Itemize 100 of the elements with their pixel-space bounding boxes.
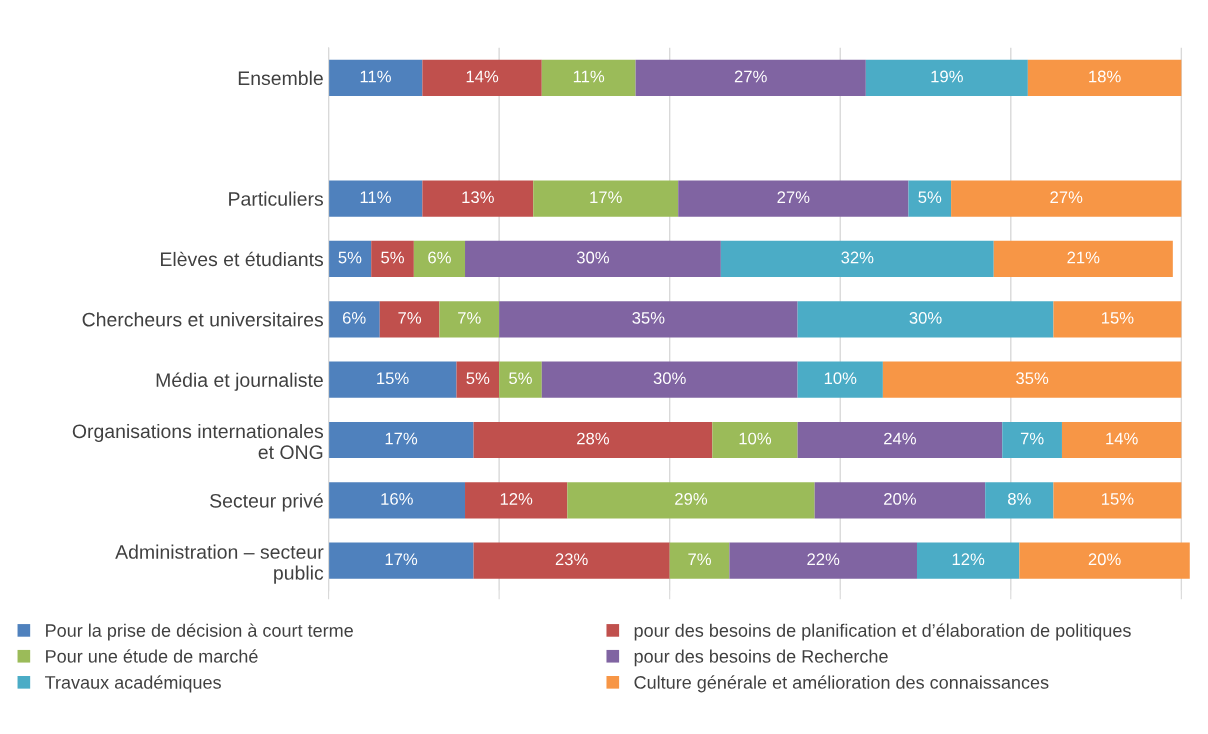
- data-label: 5%: [338, 251, 362, 264]
- y-tick-label: Média et journaliste: [156, 372, 323, 391]
- legend-label: Travaux académiques: [45, 675, 221, 693]
- bar: [465, 240, 721, 278]
- bar: [797, 421, 1003, 459]
- data-label: 7%: [458, 312, 481, 324]
- bar: [1053, 482, 1182, 519]
- data-label: 7%: [1020, 432, 1044, 445]
- data-label: 20%: [884, 493, 917, 505]
- data-label: 15%: [1101, 493, 1134, 505]
- bar: [379, 301, 440, 338]
- legend-label: pour des besoins de planification et d’élaboration de politiques: [634, 623, 1131, 641]
- bar: [541, 361, 798, 398]
- bar: [1019, 542, 1190, 579]
- data-label: 29%: [675, 493, 708, 505]
- data-label: 5%: [918, 191, 942, 204]
- bar: [422, 59, 542, 96]
- bar: [439, 301, 500, 338]
- data-label: 15%: [1101, 312, 1134, 324]
- data-label: 8%: [1008, 493, 1031, 505]
- data-label: 30%: [909, 311, 942, 324]
- bar: [1061, 421, 1182, 459]
- bar: [1027, 59, 1182, 96]
- data-label: 19%: [931, 70, 963, 83]
- data-label: 28%: [577, 432, 610, 445]
- bar: [678, 180, 909, 217]
- bar: [814, 482, 986, 519]
- data-label: 7%: [398, 312, 422, 324]
- data-label: 18%: [1089, 70, 1121, 83]
- bar: [499, 301, 798, 338]
- bar: [328, 542, 474, 579]
- data-label: 27%: [734, 70, 767, 83]
- data-label: 35%: [632, 311, 665, 324]
- bar: [328, 421, 474, 459]
- data-label: 17%: [590, 191, 622, 203]
- data-label: 17%: [385, 432, 418, 445]
- data-label: 15%: [377, 372, 409, 385]
- data-label: 24%: [884, 432, 917, 445]
- bar: [635, 59, 866, 96]
- bar: [328, 361, 457, 398]
- legend-label: Culture générale et amélioration des connaissances: [634, 675, 1049, 693]
- data-label: 20%: [1088, 553, 1121, 566]
- bar: [567, 482, 815, 519]
- data-label: 27%: [1050, 191, 1083, 203]
- data-label: 23%: [555, 553, 588, 566]
- data-label: 5%: [509, 372, 532, 385]
- y-tick-label: Secteur privé: [210, 493, 323, 512]
- data-label: 21%: [1067, 251, 1100, 264]
- bar: [328, 180, 423, 217]
- bar: [465, 482, 568, 519]
- data-label: 27%: [777, 191, 810, 203]
- bar: [413, 240, 466, 278]
- bar: [993, 240, 1173, 278]
- bar: [720, 240, 994, 278]
- data-label: 22%: [807, 553, 840, 566]
- bar: [1002, 421, 1062, 459]
- bar: [456, 361, 500, 398]
- data-label: 10%: [739, 432, 772, 445]
- legend-label: pour des besoins de Recherche: [634, 649, 888, 667]
- y-tick-label: Ensemble: [238, 70, 323, 86]
- bar: [473, 421, 713, 459]
- bar: [882, 361, 1182, 398]
- data-label: 11%: [360, 191, 391, 203]
- data-label: 12%: [952, 553, 985, 566]
- bar: [729, 542, 917, 579]
- bar: [328, 301, 380, 338]
- bar: [985, 482, 1054, 519]
- bar: [712, 421, 798, 459]
- bar: [422, 180, 534, 217]
- data-label: 16%: [381, 493, 413, 505]
- bar: [951, 180, 1182, 217]
- data-label: 13%: [462, 191, 494, 204]
- data-label: 11%: [360, 70, 391, 83]
- data-label: 35%: [1016, 372, 1049, 385]
- data-label: 5%: [381, 251, 404, 264]
- bar: [541, 59, 636, 96]
- data-label: 14%: [1106, 432, 1138, 445]
- data-label: 30%: [653, 372, 686, 385]
- bar: [669, 542, 730, 579]
- y-tick-label: Chercheurs et universitaires: [82, 312, 324, 327]
- data-label: 10%: [824, 372, 857, 385]
- legend-label: Pour la prise de décision à court terme: [46, 623, 353, 641]
- legend-label: Pour une étude de marché: [46, 649, 258, 663]
- bar: [916, 542, 1020, 579]
- y-tick-label: Administration – secteur public: [115, 544, 324, 584]
- data-label: 17%: [385, 553, 418, 566]
- data-label: 14%: [466, 70, 499, 83]
- bar: [865, 59, 1028, 96]
- data-label: 6%: [342, 311, 366, 324]
- data-label: 30%: [576, 251, 610, 264]
- y-tick-label: Organisations internationales et ONG: [72, 423, 324, 460]
- data-label: 5%: [466, 372, 490, 385]
- bar: [499, 361, 542, 398]
- data-label: 11%: [573, 70, 605, 83]
- bar: [371, 240, 414, 278]
- bar: [328, 482, 466, 519]
- data-label: 32%: [841, 251, 874, 264]
- bar: [533, 180, 679, 217]
- bar: [797, 361, 883, 398]
- bar: [328, 59, 423, 96]
